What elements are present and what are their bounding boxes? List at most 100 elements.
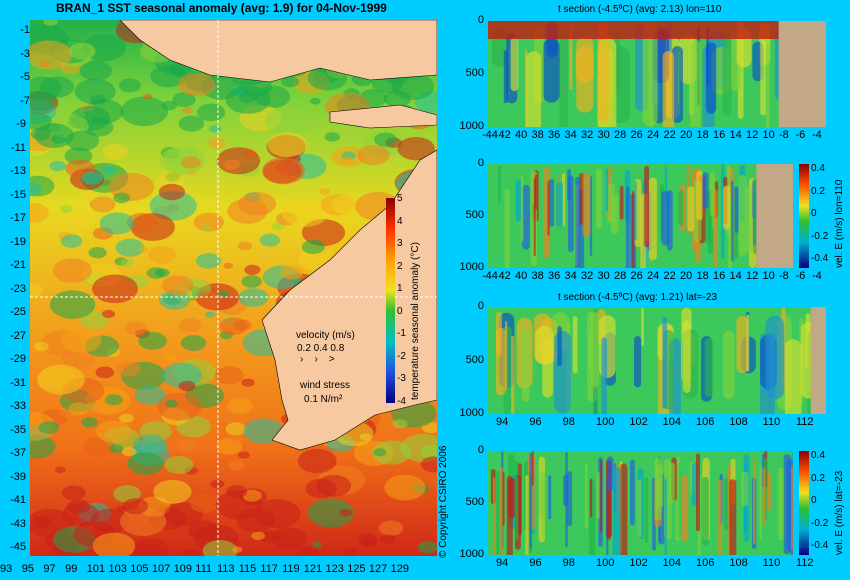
panel-x-tick: -44 bbox=[482, 129, 498, 141]
panel-colorbar-tick: 0 bbox=[811, 495, 817, 506]
map-x-tick: 109 bbox=[173, 563, 192, 575]
panel-y-tick: 500 bbox=[465, 209, 484, 221]
map-y-tick: -7 bbox=[20, 94, 30, 107]
panel-colorbar-tick: 0.4 bbox=[811, 163, 825, 174]
section-plot bbox=[488, 164, 793, 268]
panel-x-tick: -6 bbox=[795, 129, 806, 141]
panel-x-tick: 36 bbox=[548, 129, 561, 141]
sst-map-canvas bbox=[30, 20, 437, 556]
wind-legend-title: wind stress bbox=[300, 380, 351, 391]
panel-y-tick: 0 bbox=[477, 444, 484, 456]
map-x-tick: 117 bbox=[260, 563, 278, 575]
map-x-tick: 127 bbox=[368, 563, 388, 575]
panel-x-tick: 112 bbox=[796, 557, 814, 569]
panel-x-tick: 24 bbox=[647, 129, 660, 141]
panel-y-tick: 0 bbox=[477, 157, 484, 169]
map-colorbar-tick: 2 bbox=[397, 260, 403, 272]
map-y-tick: -41 bbox=[10, 494, 26, 506]
panel-x-tick: -44 bbox=[482, 270, 498, 282]
panel-x-tick: 102 bbox=[629, 557, 648, 569]
map-x-tick: 101 bbox=[86, 563, 106, 575]
panel-x-tick: -4 bbox=[812, 129, 822, 141]
panel-x-tick: 22 bbox=[663, 129, 676, 141]
panel-colorbar bbox=[799, 164, 809, 268]
map-colorbar-tick: -3 bbox=[397, 373, 406, 384]
panel-x-tick: 34 bbox=[564, 129, 577, 141]
panel-x-tick: 12 bbox=[746, 270, 759, 282]
panel-x-tick: 42 bbox=[498, 129, 511, 141]
map-colorbar-tick: -1 bbox=[397, 328, 406, 339]
panel-y-tick: 1000 bbox=[459, 407, 484, 419]
panel-x-tick: 30 bbox=[597, 129, 610, 141]
panel-x-tick: 20 bbox=[680, 129, 693, 141]
map-y-tick: -45 bbox=[10, 541, 26, 553]
map-y-tick: -3 bbox=[20, 47, 30, 60]
panel-x-tick: 100 bbox=[596, 416, 615, 428]
panel-x-tick: 10 bbox=[762, 270, 775, 282]
panel-colorbar-tick: -0.4 bbox=[811, 253, 829, 264]
map-x-tick: 123 bbox=[325, 563, 344, 575]
map-colorbar-tick: 0 bbox=[397, 305, 403, 317]
panel-x-tick: 42 bbox=[498, 270, 511, 282]
panel-x-tick: 28 bbox=[614, 129, 627, 141]
panel-y-tick: 500 bbox=[465, 353, 484, 366]
panel-x-tick: 112 bbox=[796, 416, 814, 428]
panel-x-tick: 38 bbox=[531, 270, 544, 282]
map-y-tick: -33 bbox=[10, 400, 26, 412]
panel-x-tick: 98 bbox=[562, 557, 575, 569]
copyright-text: © Copyright CSIRO 2006 bbox=[438, 445, 449, 558]
panel-x-tick: 106 bbox=[696, 416, 715, 428]
panel-x-tick: 96 bbox=[529, 416, 542, 428]
map-y-tick: -35 bbox=[10, 423, 26, 436]
map-x-tick: 97 bbox=[43, 563, 56, 575]
map-colorbar-tick: 3 bbox=[397, 238, 403, 249]
velocity-legend-title: velocity (m/s) bbox=[296, 330, 355, 341]
panel-colorbar-tick: 0.2 bbox=[811, 185, 825, 197]
panel-y-tick: 0 bbox=[477, 14, 484, 26]
map-y-tick: -13 bbox=[10, 165, 26, 177]
map-y-tick: -9 bbox=[16, 118, 26, 130]
map-colorbar-tick: -2 bbox=[397, 350, 406, 362]
section-plot bbox=[488, 21, 826, 127]
panel-x-tick: 102 bbox=[629, 416, 648, 428]
panel-y-tick: 1000 bbox=[459, 120, 484, 132]
panel-colorbar-tick: 0.4 bbox=[811, 450, 825, 461]
panel-y-tick: 0 bbox=[477, 300, 484, 312]
panel-x-tick: 36 bbox=[548, 270, 561, 282]
panel-x-tick: 14 bbox=[729, 129, 742, 141]
panel-x-tick: 40 bbox=[515, 270, 528, 282]
panel-colorbar-tick: 0 bbox=[811, 208, 817, 219]
map-colorbar-tick: 1 bbox=[397, 283, 403, 294]
map-x-tick: 129 bbox=[390, 563, 409, 575]
map-colorbar-tick: 4 bbox=[397, 215, 403, 227]
panel-x-tick: 108 bbox=[729, 557, 748, 569]
panel-colorbar-tick: -0.2 bbox=[811, 230, 829, 242]
map-x-tick: 111 bbox=[195, 563, 213, 575]
map-y-tick: -43 bbox=[10, 517, 26, 530]
panel-x-tick: 94 bbox=[496, 416, 509, 428]
map-y-tick: -5 bbox=[20, 71, 30, 83]
panel-x-tick: 30 bbox=[597, 270, 610, 282]
panel-title: t section (-4.5ºC) (avg: 1.21) lat=-23 bbox=[558, 292, 717, 303]
map-y-tick: -37 bbox=[10, 447, 26, 459]
panel-colorbar-label: vel. E (m/s) lat=-23 bbox=[834, 470, 845, 555]
panel-y-tick: 500 bbox=[465, 496, 484, 508]
panel-x-tick: 110 bbox=[762, 557, 781, 569]
indonesia-land bbox=[119, 20, 437, 83]
panel-x-tick: 22 bbox=[663, 270, 676, 282]
panel-x-tick: 100 bbox=[596, 557, 615, 569]
panel-x-tick: 110 bbox=[762, 416, 781, 428]
panel-x-tick: 94 bbox=[496, 557, 509, 569]
map-colorbar-tick: -4 bbox=[397, 395, 406, 407]
panel-x-tick: -8 bbox=[779, 270, 789, 282]
panel-x-tick: 106 bbox=[696, 557, 715, 569]
panel-x-tick: 20 bbox=[680, 270, 693, 282]
map-y-tick: -17 bbox=[10, 212, 26, 224]
map-x-tick: 121 bbox=[303, 563, 323, 575]
panel-colorbar-tick: -0.4 bbox=[811, 540, 829, 551]
panel-x-tick: 26 bbox=[630, 270, 643, 282]
map-y-tick: -29 bbox=[10, 353, 26, 365]
panel-x-tick: 28 bbox=[614, 270, 627, 282]
panel-x-tick: 16 bbox=[713, 129, 726, 141]
map-x-tick: 105 bbox=[130, 563, 149, 575]
